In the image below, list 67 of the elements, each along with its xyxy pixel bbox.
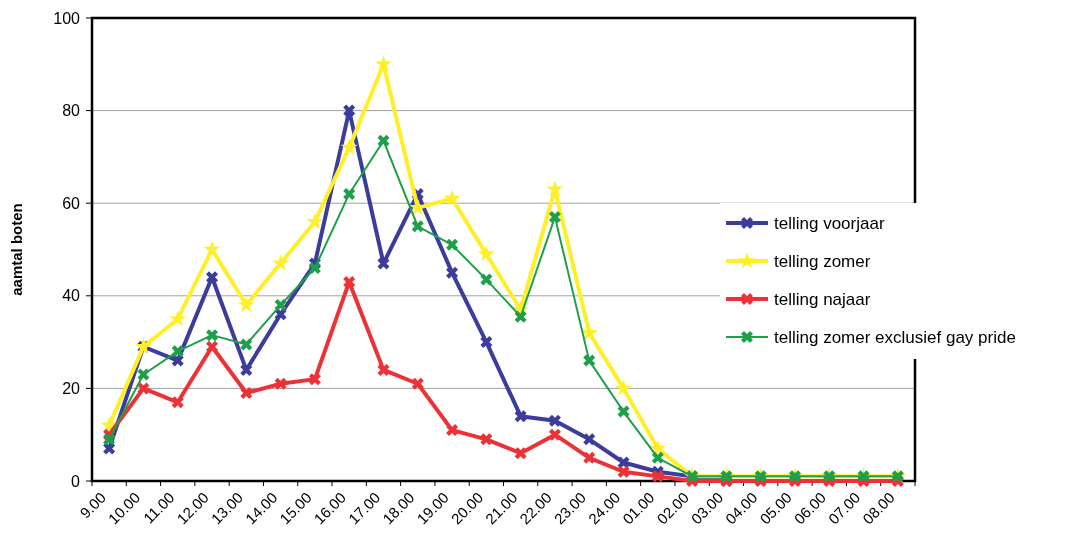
point — [306, 212, 324, 229]
point — [580, 323, 598, 341]
point — [272, 254, 290, 271]
point — [548, 211, 561, 224]
point — [240, 363, 253, 376]
legend-label: telling zomer exclusief gay pride — [774, 327, 1016, 347]
point — [443, 189, 461, 206]
point — [411, 220, 424, 233]
point — [203, 240, 221, 257]
point — [477, 245, 495, 262]
point — [480, 433, 493, 446]
point — [237, 296, 255, 313]
y-axis-title: aamtal boten — [8, 203, 25, 296]
point — [583, 433, 596, 446]
point — [411, 377, 424, 390]
point — [546, 180, 564, 197]
point — [274, 377, 287, 390]
point — [340, 138, 358, 155]
point — [169, 310, 187, 327]
legend-label: telling najaar — [774, 289, 871, 309]
point — [171, 345, 184, 358]
y-tick-label: 20 — [62, 380, 81, 397]
point — [548, 414, 561, 427]
point — [137, 368, 150, 381]
point — [240, 338, 253, 351]
point — [651, 451, 664, 464]
point — [374, 55, 392, 72]
point — [206, 329, 219, 342]
point — [480, 273, 493, 286]
point — [308, 262, 321, 275]
point — [343, 275, 356, 288]
point — [583, 354, 596, 367]
point — [548, 428, 561, 441]
point — [171, 396, 184, 409]
point — [617, 465, 630, 478]
point — [103, 442, 116, 455]
point — [343, 187, 356, 200]
legend-label: telling voorjaar — [774, 213, 885, 233]
point — [240, 387, 253, 400]
point — [615, 379, 633, 396]
point — [377, 363, 390, 376]
y-tick-label: 80 — [62, 102, 81, 120]
point — [514, 410, 527, 423]
point — [308, 373, 321, 386]
y-tick-label: 60 — [62, 194, 81, 212]
point — [446, 424, 459, 437]
y-tick-label: 0 — [71, 472, 81, 490]
point — [617, 405, 630, 418]
point — [137, 382, 150, 395]
point — [103, 433, 116, 446]
point — [206, 271, 219, 284]
y-tick-label: 40 — [62, 287, 81, 305]
x-tick-label: 9.00 — [76, 488, 109, 522]
point — [480, 336, 493, 349]
point — [514, 447, 527, 460]
point — [377, 257, 390, 270]
y-tick-label: 100 — [53, 9, 81, 27]
point — [377, 134, 390, 147]
point — [583, 451, 596, 464]
point — [446, 238, 459, 251]
point — [651, 470, 664, 483]
point — [343, 104, 356, 117]
point — [446, 266, 459, 279]
legend-label: telling zomer — [774, 251, 871, 271]
point — [514, 310, 527, 323]
point — [206, 340, 219, 353]
point — [274, 299, 287, 312]
